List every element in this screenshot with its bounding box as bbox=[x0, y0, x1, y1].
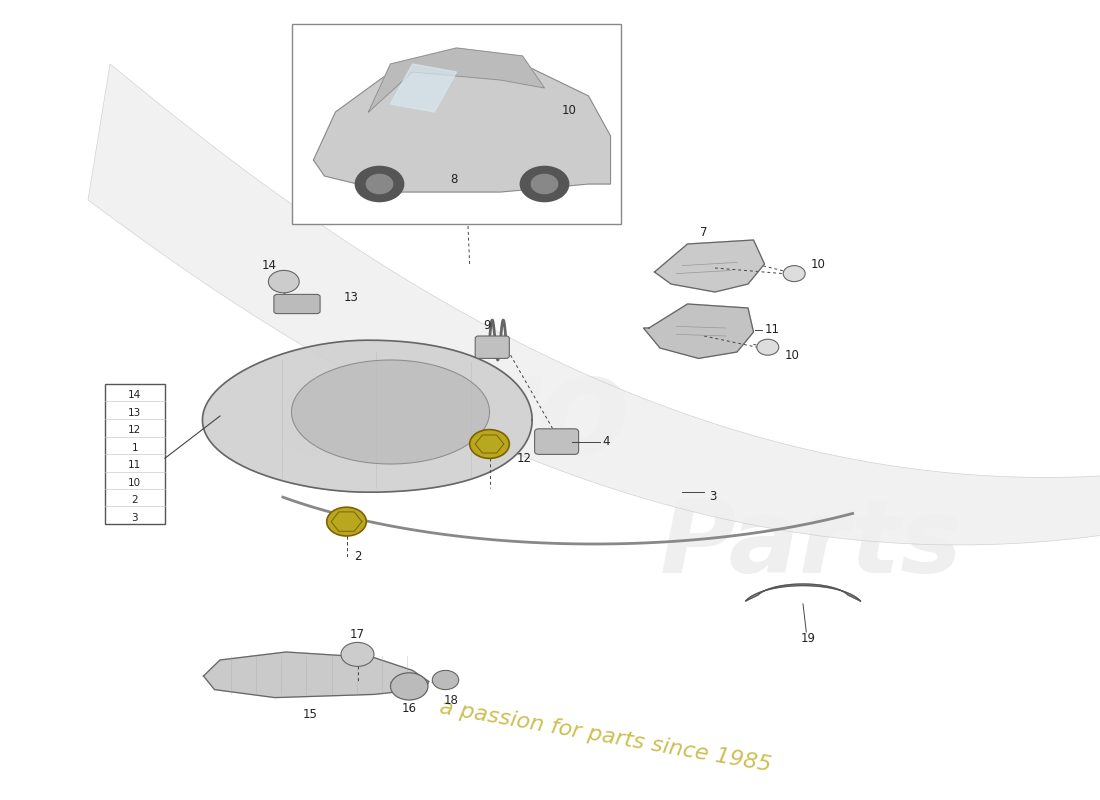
Text: 12: 12 bbox=[517, 452, 532, 465]
Polygon shape bbox=[204, 652, 429, 698]
Text: 12: 12 bbox=[128, 426, 142, 435]
Circle shape bbox=[470, 430, 509, 458]
Polygon shape bbox=[390, 64, 456, 112]
Polygon shape bbox=[202, 340, 532, 492]
Text: 11: 11 bbox=[128, 460, 142, 470]
Polygon shape bbox=[644, 304, 754, 358]
Text: 2: 2 bbox=[354, 550, 361, 562]
FancyBboxPatch shape bbox=[535, 429, 579, 454]
Text: 17: 17 bbox=[350, 628, 365, 641]
Text: 1: 1 bbox=[131, 443, 139, 453]
Text: 8: 8 bbox=[451, 173, 458, 186]
Text: 9: 9 bbox=[484, 319, 491, 332]
Circle shape bbox=[531, 174, 558, 194]
Circle shape bbox=[268, 270, 299, 293]
Text: 15: 15 bbox=[302, 708, 318, 721]
Polygon shape bbox=[368, 48, 544, 112]
Text: 7: 7 bbox=[701, 226, 707, 238]
Text: 3: 3 bbox=[710, 490, 717, 502]
Text: 14: 14 bbox=[128, 390, 142, 400]
Text: 11: 11 bbox=[764, 323, 780, 336]
Text: 10: 10 bbox=[811, 258, 826, 270]
Polygon shape bbox=[654, 240, 764, 292]
FancyBboxPatch shape bbox=[274, 294, 320, 314]
Text: 10: 10 bbox=[561, 104, 576, 117]
Text: 10: 10 bbox=[129, 478, 141, 488]
Circle shape bbox=[556, 120, 578, 136]
Polygon shape bbox=[314, 56, 610, 192]
Text: Parts: Parts bbox=[660, 494, 964, 594]
Circle shape bbox=[432, 670, 459, 690]
Circle shape bbox=[390, 673, 428, 700]
FancyBboxPatch shape bbox=[475, 336, 509, 358]
Circle shape bbox=[757, 339, 779, 355]
Text: 13: 13 bbox=[343, 291, 359, 304]
Text: a passion for parts since 1985: a passion for parts since 1985 bbox=[438, 697, 772, 775]
Text: 13: 13 bbox=[128, 408, 142, 418]
Circle shape bbox=[366, 174, 393, 194]
Text: euro: euro bbox=[275, 349, 632, 483]
Text: 4: 4 bbox=[603, 435, 611, 448]
Text: 19: 19 bbox=[801, 632, 816, 645]
Circle shape bbox=[520, 166, 569, 202]
Circle shape bbox=[327, 507, 366, 536]
Polygon shape bbox=[88, 64, 1100, 545]
Text: 14: 14 bbox=[262, 259, 277, 272]
Text: 18: 18 bbox=[443, 694, 459, 706]
Polygon shape bbox=[746, 584, 860, 601]
Text: 16: 16 bbox=[402, 702, 417, 715]
Text: 3: 3 bbox=[131, 513, 139, 523]
FancyBboxPatch shape bbox=[104, 384, 165, 524]
Circle shape bbox=[341, 642, 374, 666]
FancyBboxPatch shape bbox=[440, 184, 499, 217]
Circle shape bbox=[783, 266, 805, 282]
Polygon shape bbox=[292, 360, 490, 464]
Text: 10: 10 bbox=[784, 349, 800, 362]
FancyBboxPatch shape bbox=[292, 24, 622, 224]
Text: 2: 2 bbox=[131, 495, 139, 506]
Circle shape bbox=[355, 166, 404, 202]
